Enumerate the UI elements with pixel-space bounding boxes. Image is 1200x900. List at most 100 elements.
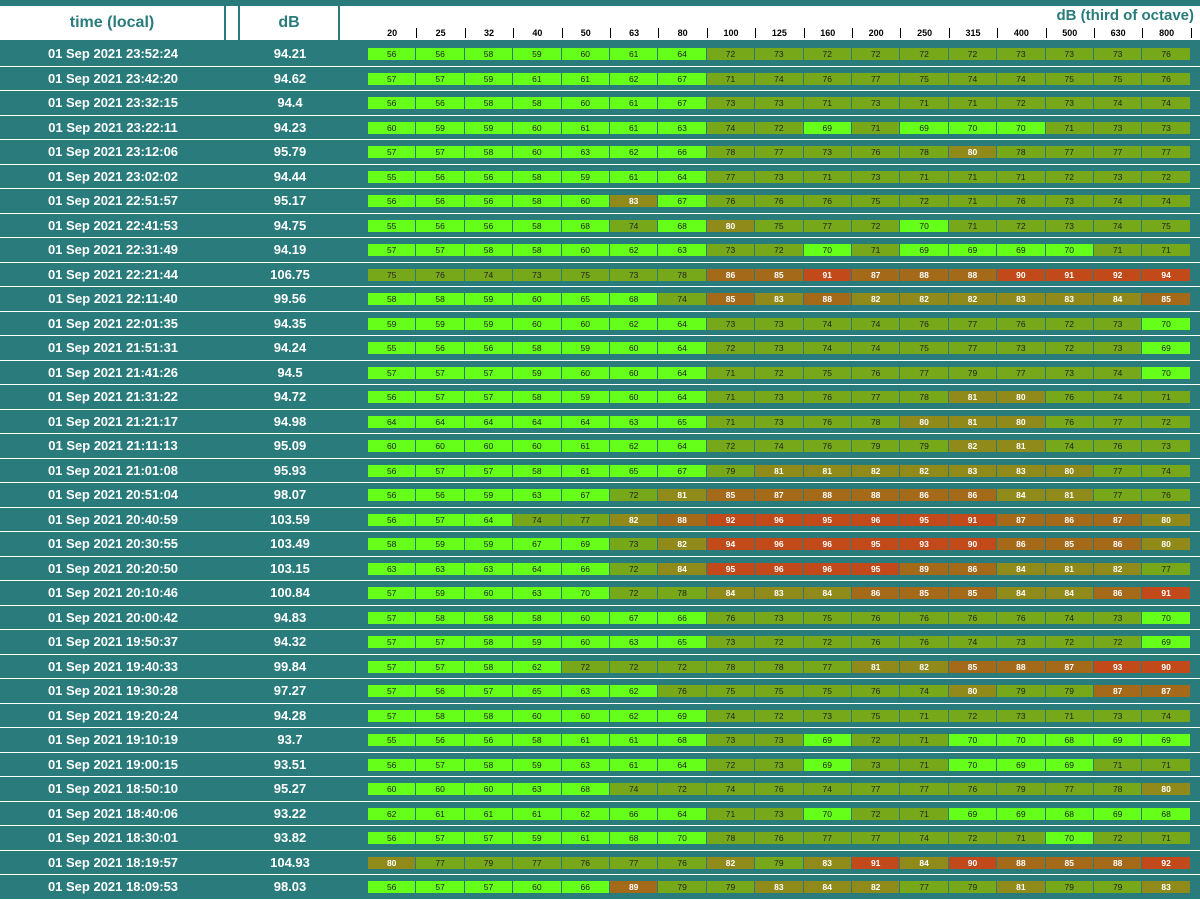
band-cell: 80 — [368, 856, 417, 869]
table-row[interactable]: 01 Sep 2021 20:20:50 103.15 63 63 63 64 66 72 84… — [0, 556, 1200, 581]
band-cell: 86 — [900, 489, 949, 501]
band-cell: 57 — [416, 513, 465, 526]
band-cell: 86 — [852, 587, 901, 599]
row-db: 94.4 — [277, 95, 303, 110]
row-db: 98.03 — [273, 879, 307, 894]
band-cell: 70 — [1045, 832, 1094, 844]
row-time: 01 Sep 2021 20:30:55 — [47, 536, 179, 551]
table-row[interactable]: 01 Sep 2021 21:41:26 94.5 57 57 57 59 60 60 64 71… — [0, 360, 1200, 385]
table-row[interactable]: 01 Sep 2021 20:10:46 100.84 57 59 60 63 70 72 78… — [0, 581, 1200, 606]
band-cell: 73 — [1094, 170, 1143, 183]
band-cell: 69 — [1094, 734, 1143, 746]
table-row[interactable]: 01 Sep 2021 19:40:33 99.84 57 57 58 62 72 72 72 7… — [0, 654, 1200, 679]
band-cell: 71 — [900, 709, 949, 722]
table-row[interactable]: 01 Sep 2021 23:02:02 94.44 55 56 56 58 59 61 64 7… — [0, 164, 1200, 189]
band-cell: 55 — [368, 170, 417, 183]
band-cell: 64 — [658, 317, 707, 330]
band-cell: 91 — [948, 513, 998, 526]
band-cell: 73 — [755, 807, 804, 820]
band-cell: 81 — [948, 391, 998, 403]
band-cell: 73 — [803, 146, 852, 158]
table-row[interactable]: 01 Sep 2021 21:51:31 94.24 55 56 56 58 59 60 64 7… — [0, 336, 1200, 361]
band-cell: 75 — [900, 342, 949, 354]
band-cell: 77 — [1045, 146, 1094, 158]
band-cell: 60 — [513, 881, 562, 893]
table-row[interactable]: 01 Sep 2021 18:50:10 95.27 60 60 60 63 68 74 72 7… — [0, 777, 1200, 802]
band-cell: 72 — [658, 660, 707, 673]
table-row[interactable]: 01 Sep 2021 22:41:53 94.75 55 56 56 58 68 74 68 8… — [0, 213, 1200, 238]
band-cell: 60 — [464, 587, 514, 599]
band-cell: 61 — [561, 121, 610, 134]
table-row[interactable]: 01 Sep 2021 18:30:01 93.82 56 57 57 59 61 68 70 7… — [0, 826, 1200, 851]
band-cell: 73 — [755, 391, 804, 403]
table-row[interactable]: 01 Sep 2021 18:09:53 98.03 56 57 57 60 66 89 79 7… — [0, 875, 1200, 900]
table-row[interactable]: 01 Sep 2021 23:32:15 94.4 56 56 58 58 60 61 67 73… — [0, 91, 1200, 116]
row-time: 01 Sep 2021 20:20:50 — [47, 560, 179, 576]
table-row[interactable]: 01 Sep 2021 23:22:11 94.23 60 59 59 60 61 61 63 7… — [0, 115, 1200, 140]
band-cell: 75 — [561, 268, 610, 281]
table-row[interactable]: 01 Sep 2021 23:42:20 94.62 57 57 59 61 61 62 67 7… — [0, 66, 1200, 91]
table-row[interactable]: 01 Sep 2021 20:51:04 98.07 56 56 59 63 67 72 81 8… — [0, 483, 1200, 508]
band-cell: 73 — [610, 268, 659, 281]
table-row[interactable]: 01 Sep 2021 20:00:42 94.83 57 58 58 58 60 67 66 7… — [0, 605, 1200, 630]
table-row[interactable]: 01 Sep 2021 21:21:17 94.98 64 64 64 64 64 63 65 7… — [0, 409, 1200, 434]
table-row[interactable]: 01 Sep 2021 21:31:22 94.72 56 57 57 58 59 60 64 7… — [0, 385, 1200, 410]
band-cell: 71 — [948, 195, 998, 207]
table-row[interactable]: 01 Sep 2021 19:20:24 94.28 57 58 58 60 60 62 69 7… — [0, 703, 1200, 728]
table-row[interactable]: 01 Sep 2021 20:30:55 103.49 58 59 59 67 69 73 82… — [0, 532, 1200, 557]
table-row[interactable]: 01 Sep 2021 23:52:24 94.21 56 56 58 59 60 61 64 7… — [0, 42, 1200, 67]
band-cell: 96 — [755, 562, 804, 575]
table-row[interactable]: 01 Sep 2021 19:30:28 97.27 57 56 57 65 63 62 76 7… — [0, 679, 1200, 704]
table-row[interactable]: 01 Sep 2021 19:50:37 94.32 57 57 58 59 60 63 65 7… — [0, 630, 1200, 655]
band-cell: 77 — [803, 660, 852, 673]
band-cell: 73 — [706, 636, 756, 648]
row-divider — [0, 898, 1200, 900]
row-db: 94.32 — [273, 634, 307, 649]
table-row[interactable]: 01 Sep 2021 21:11:13 95.09 60 60 60 60 61 62 64 7… — [0, 434, 1200, 459]
band-cell: 71 — [706, 807, 756, 820]
band-cell: 73 — [852, 97, 901, 109]
band-cell: 73 — [1045, 219, 1094, 232]
band-cell: 60 — [464, 440, 514, 452]
band-cell: 61 — [561, 832, 610, 844]
table-row[interactable]: 01 Sep 2021 22:21:44 106.75 75 76 74 73 75 73 78… — [0, 262, 1200, 287]
table-row[interactable]: 01 Sep 2021 19:00:15 93.51 56 57 58 59 63 61 64 7… — [0, 752, 1200, 777]
band-cell: 73 — [755, 170, 804, 183]
band-cell: 74 — [1142, 709, 1191, 722]
band-cell: 60 — [513, 440, 562, 452]
band-cell: 74 — [900, 685, 949, 697]
row-db: 95.93 — [273, 462, 307, 478]
band-cell: 84 — [997, 587, 1046, 599]
table-row[interactable]: 01 Sep 2021 22:51:57 95.17 56 56 56 58 60 83 67 7… — [0, 189, 1200, 214]
band-cell: 81 — [997, 440, 1046, 452]
band-cell: 66 — [610, 807, 659, 820]
row-time: 01 Sep 2021 20:00:42 — [47, 609, 179, 625]
band-cell: 77 — [561, 513, 610, 526]
band-cell: 72 — [706, 440, 756, 452]
table-row[interactable]: 01 Sep 2021 22:11:40 99.56 58 58 59 60 65 68 74 8… — [0, 287, 1200, 312]
table-row[interactable]: 01 Sep 2021 22:01:35 94.35 59 59 59 60 60 62 64 7… — [0, 311, 1200, 336]
table-row[interactable]: 01 Sep 2021 20:40:59 103.59 56 57 64 74 77 82 88… — [0, 507, 1200, 532]
band-cell: 71 — [706, 72, 756, 85]
band-cell: 77 — [1045, 783, 1094, 795]
table-row[interactable]: 01 Sep 2021 21:01:08 95.93 56 57 57 58 61 65 67 7… — [0, 458, 1200, 483]
table-row[interactable]: 01 Sep 2021 18:19:57 104.93 80 77 79 77 76 77 76… — [0, 850, 1200, 875]
band-cell: 95 — [852, 562, 901, 575]
row-db: 95.09 — [273, 438, 307, 453]
row-divider — [0, 482, 1200, 483]
band-cell: 78 — [900, 391, 949, 403]
band-cell: 75 — [1045, 72, 1094, 85]
band-cell: 60 — [561, 611, 610, 624]
band-cell: 80 — [900, 415, 949, 428]
table-row[interactable]: 01 Sep 2021 22:31:49 94.19 57 57 58 58 60 62 63 7… — [0, 238, 1200, 263]
band-cell: 85 — [948, 587, 998, 599]
band-cell: 56 — [416, 685, 465, 697]
band-cell: 74 — [706, 121, 756, 134]
band-cell: 64 — [561, 415, 610, 428]
row-db: 94.19 — [273, 242, 307, 257]
band-cell: 69 — [900, 244, 949, 256]
table-row[interactable]: 01 Sep 2021 18:40:06 93.22 62 61 61 61 62 66 64 7… — [0, 801, 1200, 826]
table-row[interactable]: 01 Sep 2021 23:12:06 95.79 57 57 58 60 63 62 66 7… — [0, 140, 1200, 165]
row-db: 94.5 — [277, 364, 303, 380]
table-row[interactable]: 01 Sep 2021 19:10:19 93.7 55 56 56 58 61 61 68 73… — [0, 728, 1200, 753]
